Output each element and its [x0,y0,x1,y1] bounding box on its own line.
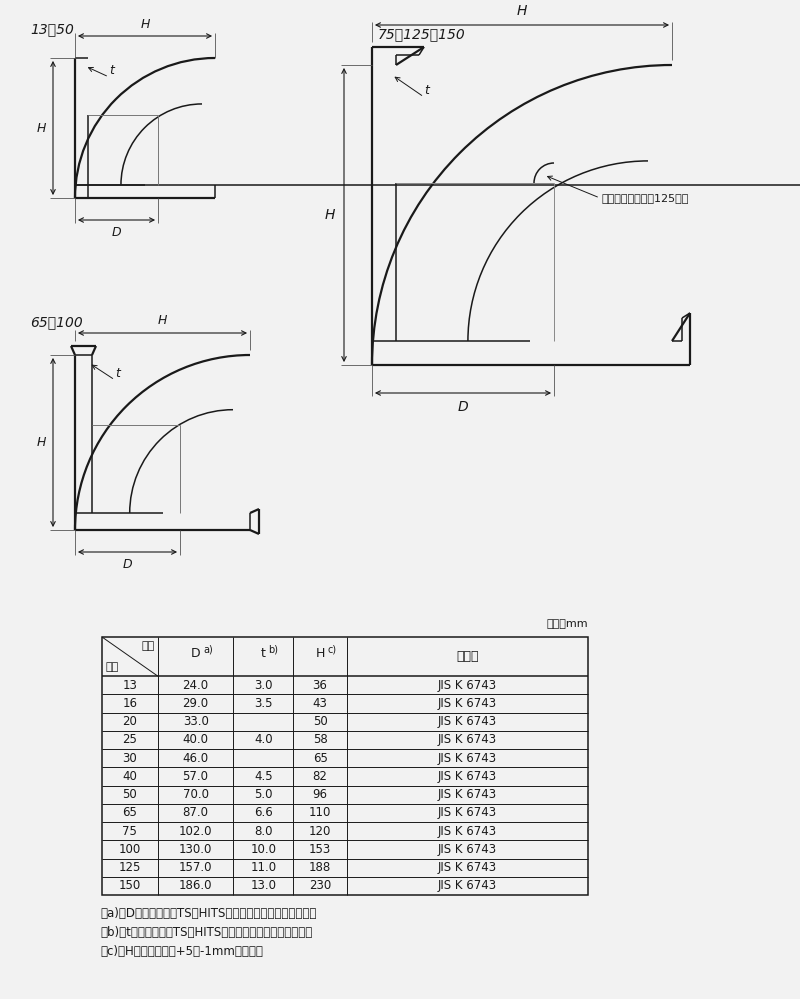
Text: 4.0: 4.0 [254,733,273,746]
Text: 57.0: 57.0 [182,770,209,783]
Text: 230: 230 [309,879,331,892]
Text: 75・125・150: 75・125・150 [378,27,466,41]
Bar [102,637,588,895]
Text: 125: 125 [118,861,141,874]
Text: 75: 75 [122,824,138,837]
Text: 36: 36 [313,678,327,691]
Text: 記号: 記号 [142,641,154,651]
Text: 10.0: 10.0 [250,843,276,856]
Text: 16: 16 [122,697,138,710]
Text: 40.0: 40.0 [182,733,209,746]
Text: 5.0: 5.0 [254,788,273,801]
Text: b): b) [268,644,278,654]
Text: H: H [140,18,150,31]
Text: D: D [112,226,122,239]
Text: 157.0: 157.0 [179,861,212,874]
Text: 3.0: 3.0 [254,678,273,691]
Text: 注a)　Dの許容差は、TS・HITS継手受口共通寸法図による。: 注a) Dの許容差は、TS・HITS継手受口共通寸法図による。 [100,907,316,920]
Text: 120: 120 [309,824,331,837]
Text: 29.0: 29.0 [182,697,209,710]
Text: H: H [158,315,167,328]
Text: H: H [36,436,46,449]
Text: 50: 50 [122,788,138,801]
Text: JIS K 6743: JIS K 6743 [438,733,497,746]
Text: 188: 188 [309,861,331,874]
Text: 58: 58 [313,733,327,746]
Text: JIS K 6743: JIS K 6743 [438,824,497,837]
Text: 65: 65 [313,751,327,764]
Text: 3.5: 3.5 [254,697,273,710]
Text: 65・100: 65・100 [30,315,82,329]
Text: 13～50: 13～50 [30,22,74,36]
Text: t: t [261,647,266,660]
Text: 70.0: 70.0 [182,788,209,801]
Text: 30: 30 [122,751,138,764]
Text: 24.0: 24.0 [182,678,209,691]
Text: 186.0: 186.0 [179,879,212,892]
Text: 40: 40 [122,770,138,783]
Text: c): c) [327,644,336,654]
Text: 153: 153 [309,843,331,856]
Text: 20: 20 [122,715,138,728]
Text: 130.0: 130.0 [179,843,212,856]
Text: 注c)　Hの許容差は、+5／-1mmとする。: 注c) Hの許容差は、+5／-1mmとする。 [100,945,263,958]
Text: 6.6: 6.6 [254,806,273,819]
Text: JIS K 6743: JIS K 6743 [438,861,497,874]
Text: H: H [315,647,325,660]
Text: H: H [517,4,527,18]
Text: JIS K 6743: JIS K 6743 [438,678,497,691]
Text: 87.0: 87.0 [182,806,209,819]
Text: コーナーリブは、125のみ: コーナーリブは、125のみ [601,193,688,203]
Text: 13.0: 13.0 [250,879,276,892]
Text: a): a) [204,644,214,654]
Text: 単位：mm: 単位：mm [546,619,588,629]
Text: JIS K 6743: JIS K 6743 [438,770,497,783]
Text: 65: 65 [122,806,138,819]
Text: 50: 50 [313,715,327,728]
Text: JIS K 6743: JIS K 6743 [438,715,497,728]
Text: D: D [458,400,468,414]
Text: 82: 82 [313,770,327,783]
Text: H: H [36,122,46,135]
Text: JIS K 6743: JIS K 6743 [438,751,497,764]
Text: 96: 96 [313,788,328,801]
Text: 呼径: 呼径 [105,662,118,672]
Text: D: D [122,557,132,570]
Text: 11.0: 11.0 [250,861,276,874]
Text: 43: 43 [313,697,327,710]
Text: 25: 25 [122,733,138,746]
Text: 150: 150 [118,879,141,892]
Text: 100: 100 [118,843,141,856]
Text: H: H [325,208,335,222]
Text: 注b)　tの許容差は、TS・HITS継手受口共通寸法図による。: 注b) tの許容差は、TS・HITS継手受口共通寸法図による。 [100,926,312,939]
Text: JIS K 6743: JIS K 6743 [438,879,497,892]
Text: JIS K 6743: JIS K 6743 [438,697,497,710]
Text: 規　格: 規 格 [456,650,478,663]
Text: D: D [191,647,201,660]
Text: 4.5: 4.5 [254,770,273,783]
Text: 13: 13 [122,678,138,691]
Text: 46.0: 46.0 [182,751,209,764]
Text: JIS K 6743: JIS K 6743 [438,788,497,801]
Text: t: t [115,367,120,380]
Text: t: t [109,64,114,77]
Text: 33.0: 33.0 [182,715,209,728]
Text: JIS K 6743: JIS K 6743 [438,806,497,819]
Text: 102.0: 102.0 [179,824,212,837]
Text: 110: 110 [309,806,331,819]
Text: JIS K 6743: JIS K 6743 [438,843,497,856]
Text: 8.0: 8.0 [254,824,273,837]
Text: t: t [424,84,429,97]
